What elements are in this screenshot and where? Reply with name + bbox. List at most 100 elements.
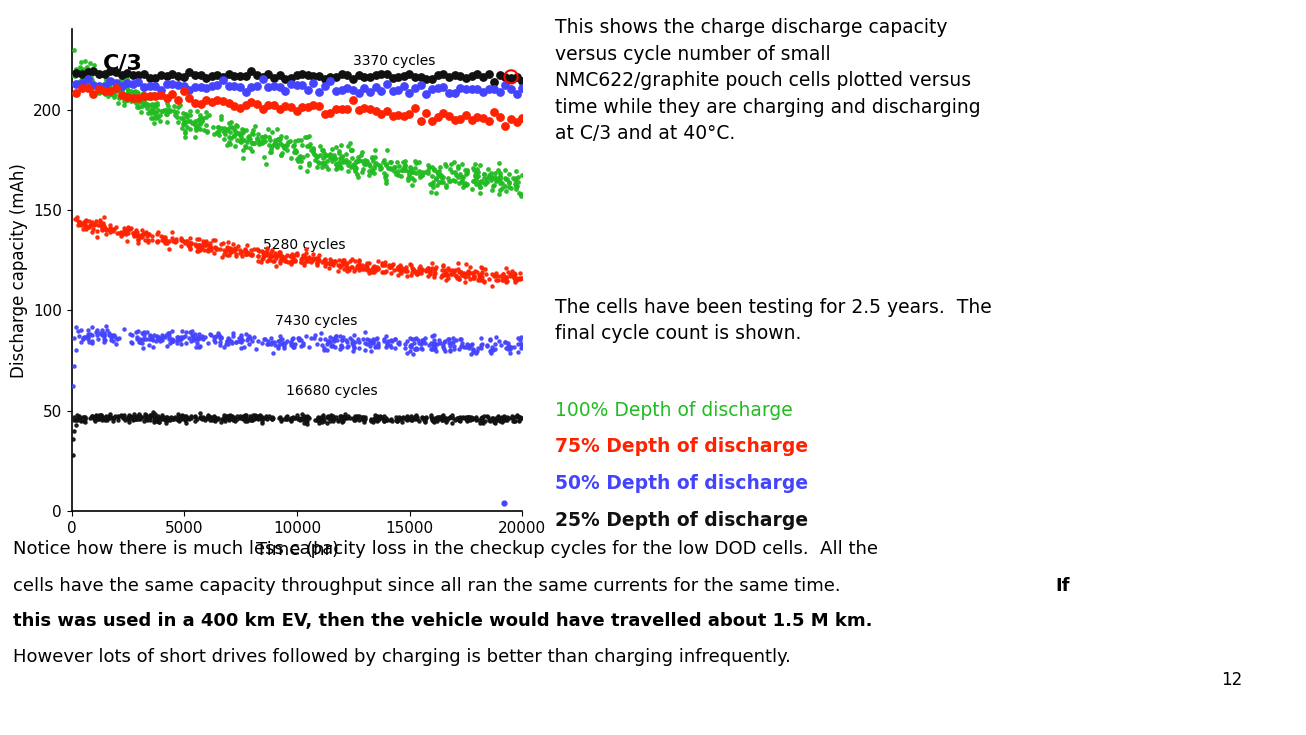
Point [98,410,119,422]
Point [231,334,252,346]
Point [162,333,183,345]
Point [473,417,494,429]
Point [466,414,487,426]
Point [249,411,270,423]
Point [281,78,302,90]
Point [317,334,338,346]
Point [287,155,308,167]
Point [102,412,123,424]
Point [490,87,511,98]
Point [410,79,431,91]
Point [317,410,338,422]
Point [332,84,353,96]
Point [377,162,398,173]
Point [129,333,150,345]
Point [204,412,225,423]
Point [199,110,219,121]
Point [462,343,483,355]
Point [68,329,89,341]
Point [73,415,94,427]
Point [289,151,310,163]
Point [222,412,243,423]
Point [179,123,200,135]
Point [418,159,439,171]
Point [226,119,247,131]
Point [99,219,120,231]
Point [256,412,277,424]
Point [201,329,222,341]
Point [449,413,470,425]
Point [362,165,383,177]
Point [235,414,256,426]
Point [492,416,513,428]
Point [276,145,296,157]
Point [225,140,246,152]
Point [197,244,218,256]
Point [456,341,477,353]
Point [299,138,320,150]
Point [306,252,326,264]
Point [281,412,302,424]
Point [121,329,142,340]
Point [458,267,479,279]
Point [204,410,225,422]
Point [351,149,372,161]
Point [111,89,132,101]
Point [498,337,518,348]
Point [466,112,487,123]
Point [384,165,405,176]
Point [379,262,400,273]
Point [468,170,488,182]
Point [149,115,170,126]
Point [388,169,409,181]
Point [504,341,525,353]
Point [320,152,341,164]
Point [282,254,303,266]
Point [456,168,477,180]
Point [116,67,137,79]
Point [317,336,338,348]
Point [423,414,444,426]
Point [189,244,210,256]
Point [247,255,268,267]
Point [362,266,383,278]
Point [435,264,456,276]
Point [145,112,166,123]
Point [451,176,471,188]
Point [367,263,388,275]
Point [291,257,312,268]
Point [210,238,231,250]
Point [481,415,502,426]
Point [321,255,342,267]
Point [179,92,200,104]
Point [389,259,410,271]
Point [397,335,418,347]
Point [248,137,269,149]
Point [150,84,171,96]
Point [371,108,392,120]
Point [457,168,478,179]
Point [240,412,261,423]
Point [410,171,431,183]
Point [255,410,276,422]
Point [449,414,470,426]
Point [469,179,490,191]
Point [171,409,192,421]
Point [232,123,253,135]
Point [94,413,115,425]
Point [119,410,140,422]
Point [357,260,377,272]
Point [511,272,532,284]
Point [142,89,163,101]
Point [285,412,306,423]
Point [249,137,270,148]
Point [415,264,436,276]
Point [285,146,306,157]
Point [158,330,179,342]
Point [93,220,114,232]
Point [360,337,381,348]
Point [99,79,120,91]
Point [208,412,229,423]
Point [145,98,166,110]
Point [502,412,522,424]
